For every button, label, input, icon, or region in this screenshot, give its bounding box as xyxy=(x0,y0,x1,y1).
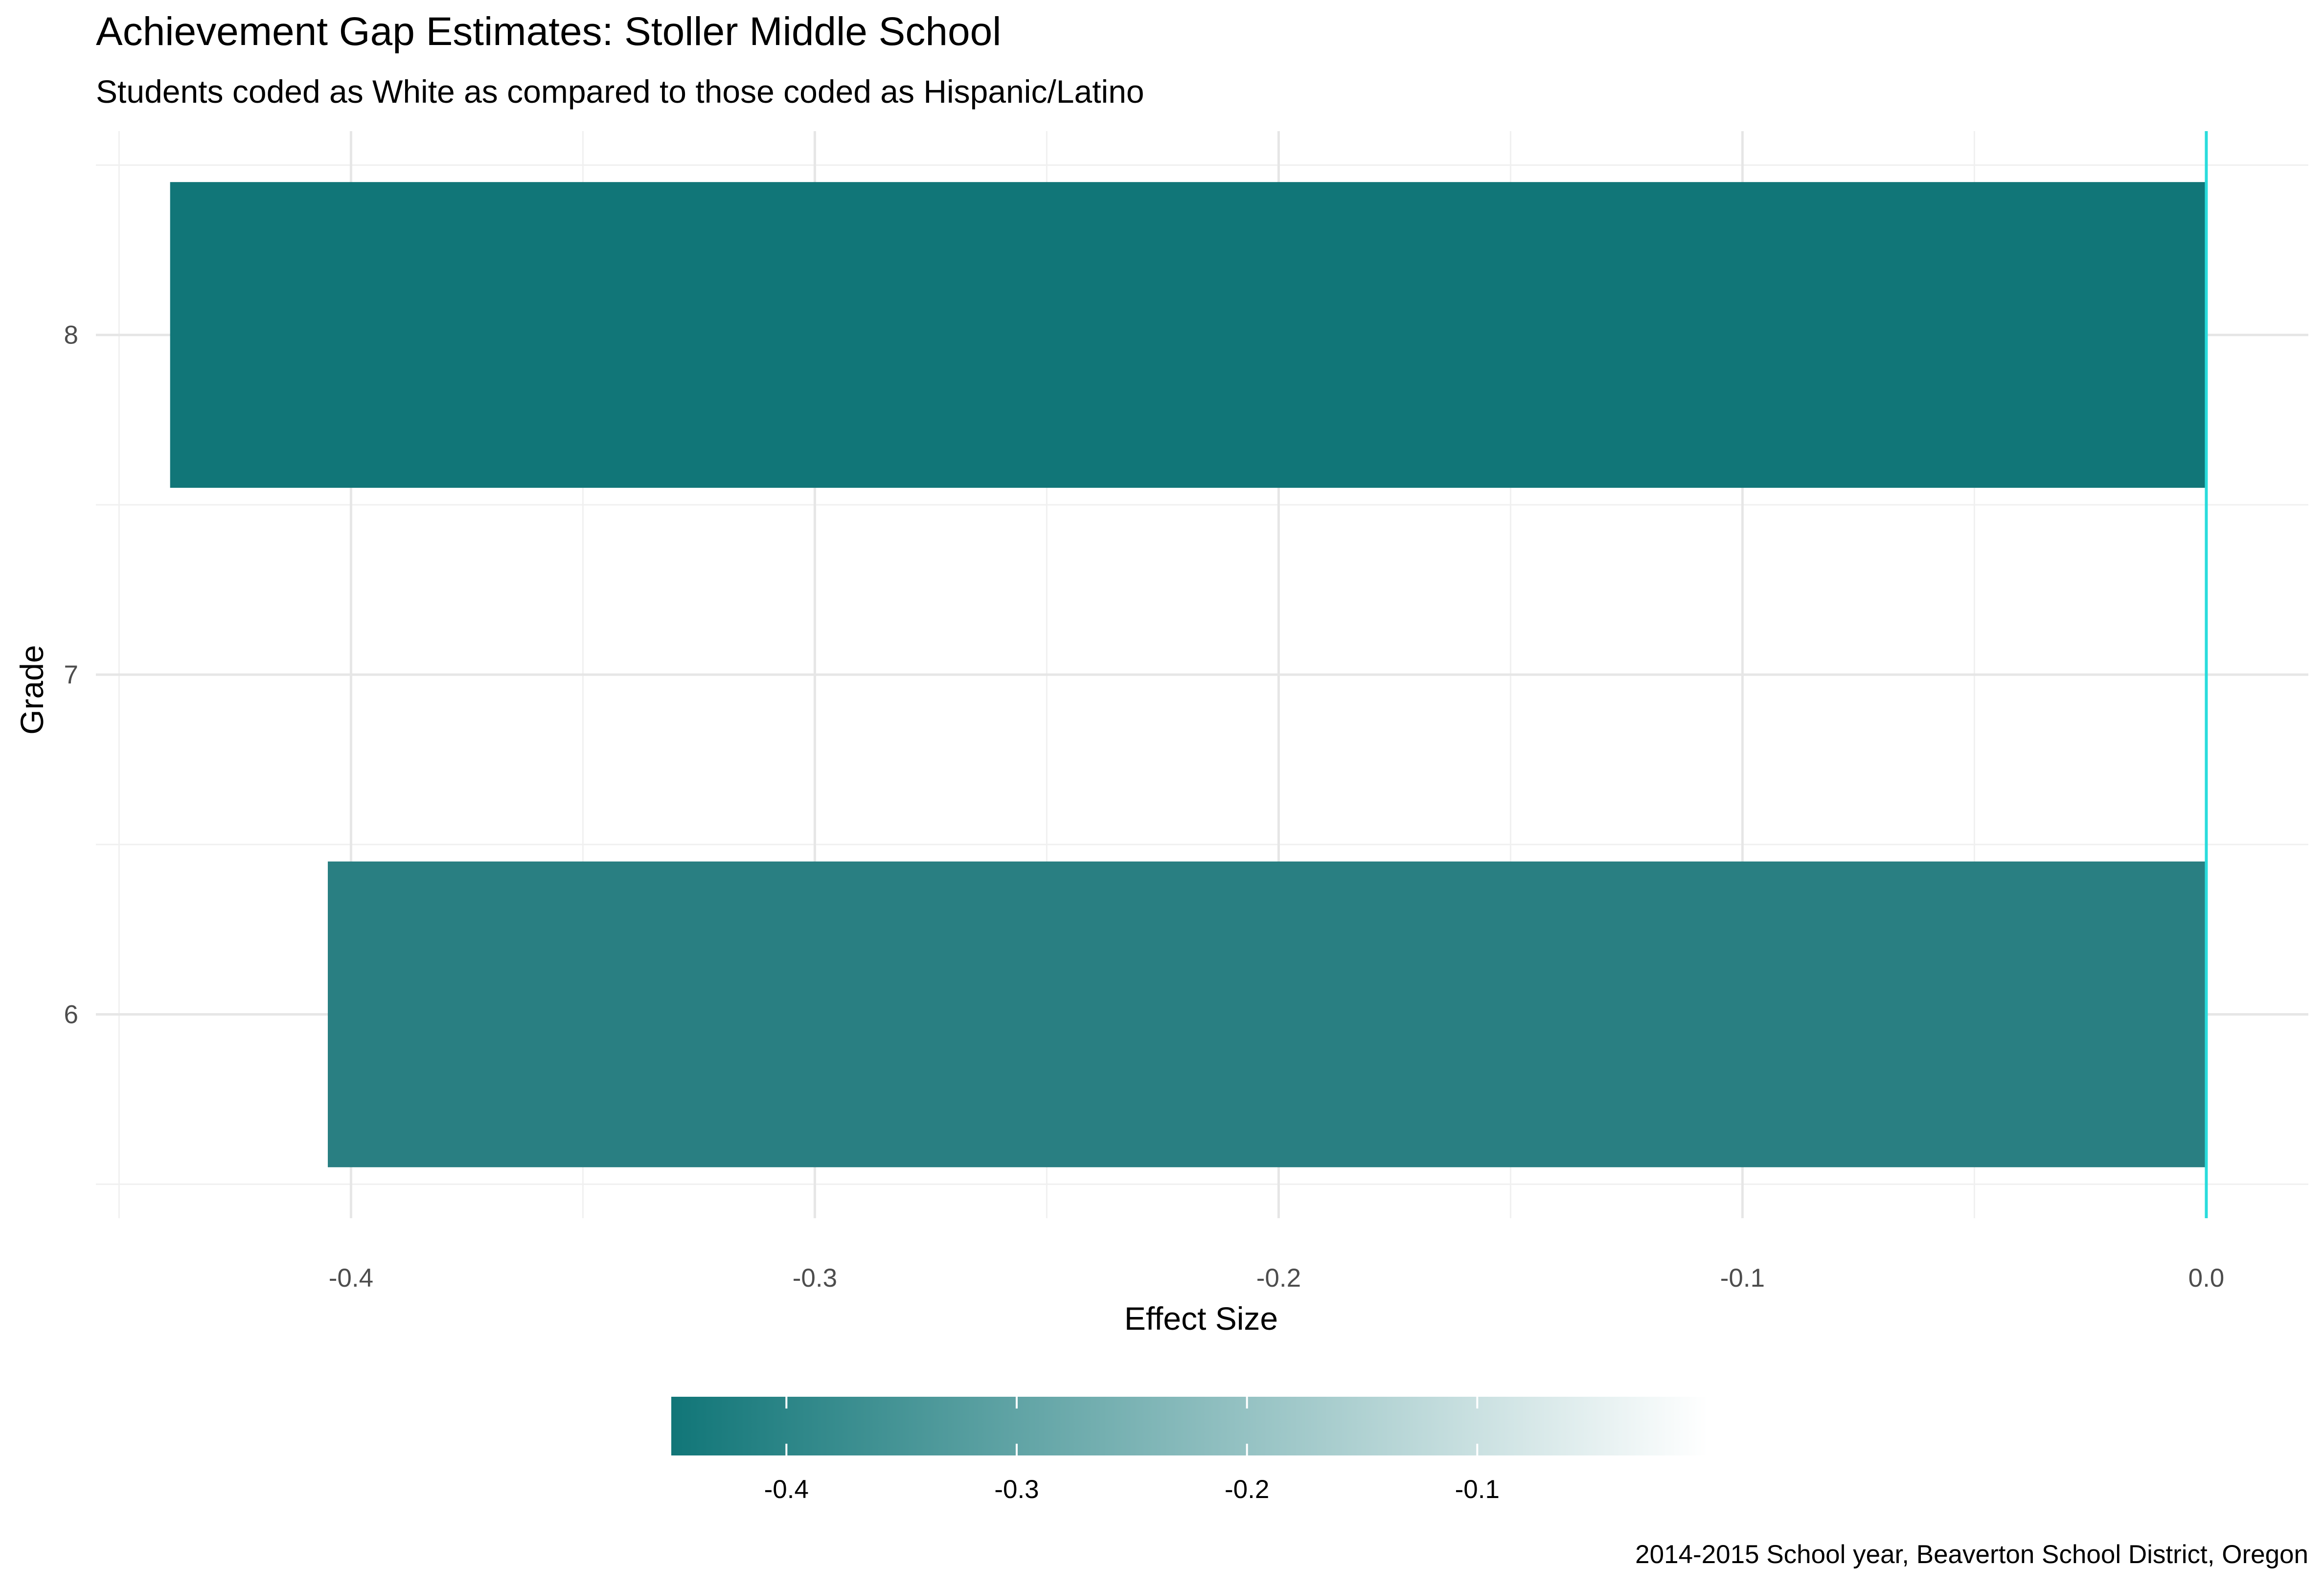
chart-title: Achievement Gap Estimates: Stoller Middl… xyxy=(96,9,1001,54)
colorbar-tick-label: -0.2 xyxy=(1225,1475,1269,1504)
colorbar-tick-label: -0.4 xyxy=(764,1475,809,1504)
x-tick-label: -0.2 xyxy=(1256,1264,1301,1293)
y-tick-label: 7 xyxy=(64,660,78,689)
y-axis-title: Grade xyxy=(14,645,50,734)
bar-grade-8 xyxy=(170,182,2207,488)
y-tick-label: 6 xyxy=(64,1000,78,1029)
y-tick-label: 8 xyxy=(64,321,78,350)
colorbar-tick-label: -0.3 xyxy=(994,1475,1039,1504)
x-tick-labels: -0.4 -0.3 -0.2 -0.1 0.0 xyxy=(329,1264,2225,1293)
x-tick-label: -0.1 xyxy=(1720,1264,1765,1293)
chart-subtitle: Students coded as White as compared to t… xyxy=(96,73,1144,110)
colorbar-legend: -0.4 -0.3 -0.2 -0.1 xyxy=(671,1397,1708,1504)
colorbar-ticks: -0.4 -0.3 -0.2 -0.1 xyxy=(764,1397,1500,1504)
colorbar-tick-label: -0.1 xyxy=(1455,1475,1500,1504)
chart-caption: 2014-2015 School year, Beaverton School … xyxy=(1635,1540,2308,1569)
bar-grade-6 xyxy=(328,861,2207,1167)
bars xyxy=(170,182,2207,1167)
x-tick-label: 0.0 xyxy=(2188,1264,2225,1293)
x-tick-label: -0.4 xyxy=(329,1264,373,1293)
colorbar xyxy=(671,1397,1708,1455)
x-tick-label: -0.3 xyxy=(793,1264,837,1293)
x-axis-title: Effect Size xyxy=(1124,1300,1278,1337)
y-tick-labels: 6 7 8 xyxy=(64,321,78,1029)
